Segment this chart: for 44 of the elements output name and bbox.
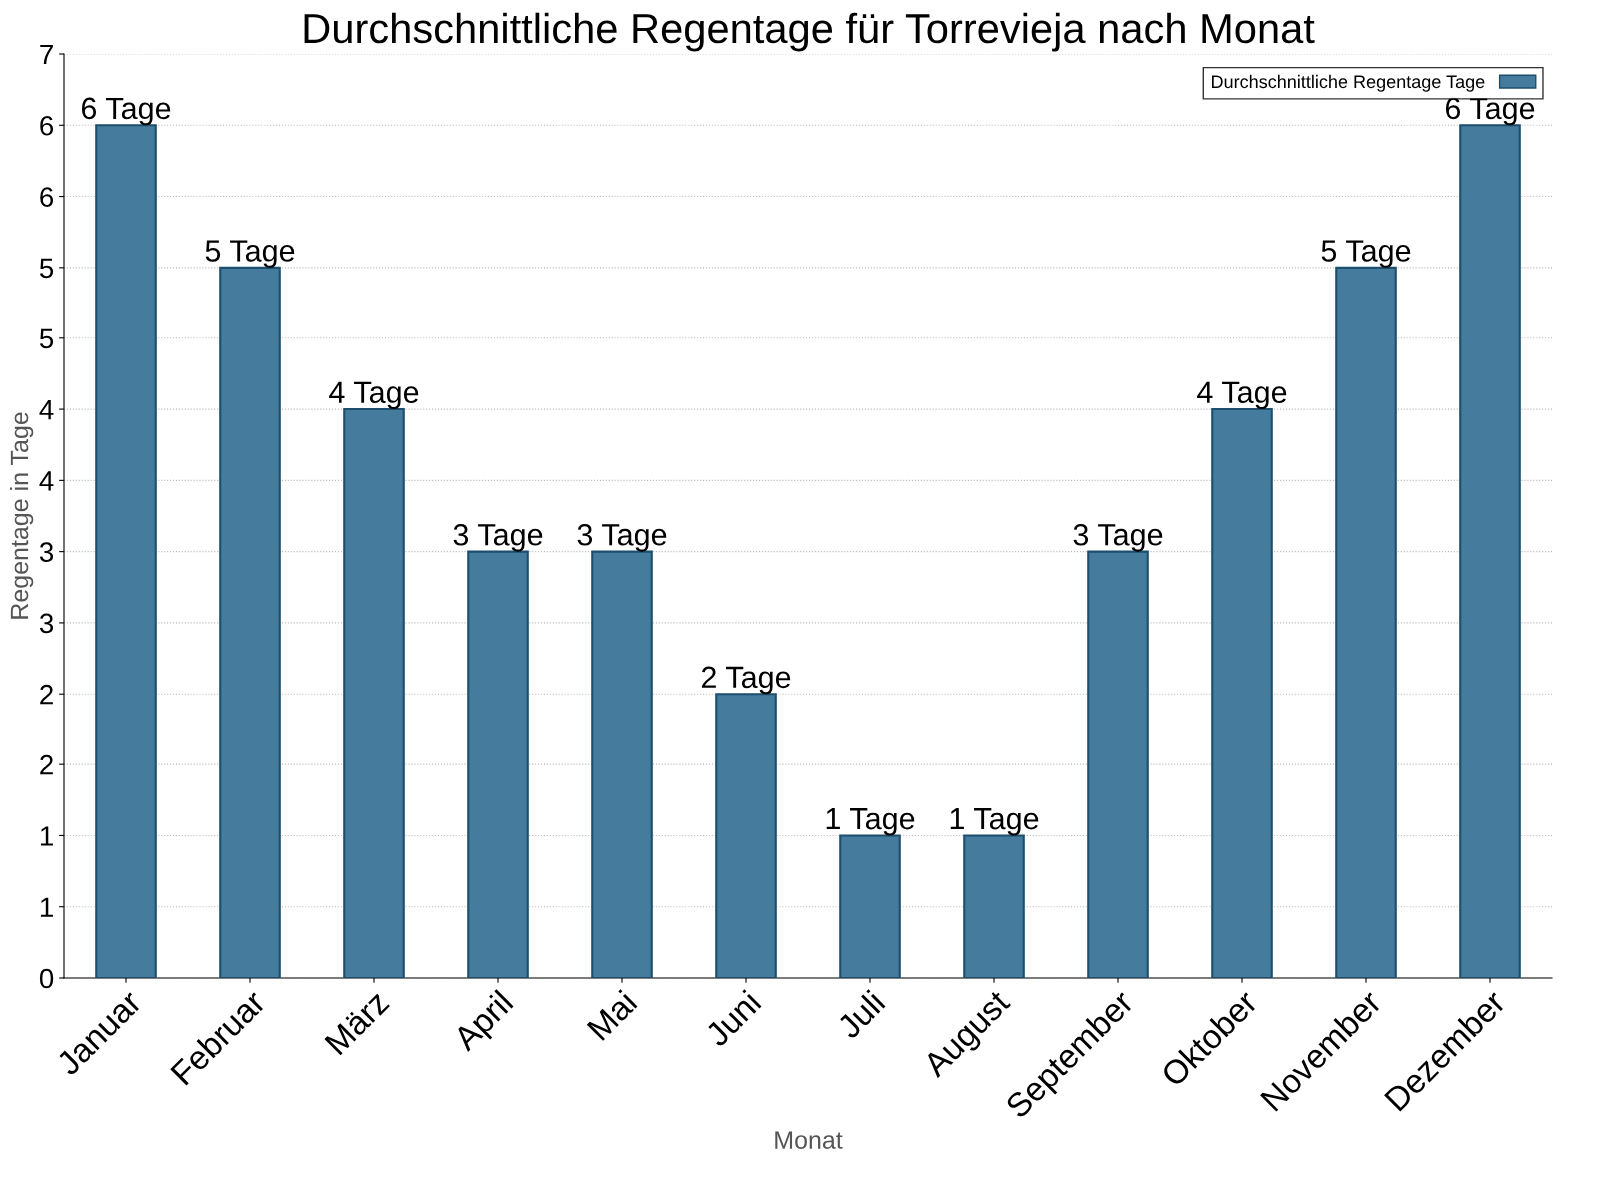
y-tick-label: 1 bbox=[40, 897, 53, 917]
chart-title: Durchschnittliche Regentage für Torrevieja nach Monat bbox=[304, 12, 1315, 52]
data-label: 4 Tage bbox=[1197, 381, 1287, 410]
data-label: 6 Tage bbox=[1445, 97, 1535, 126]
bar bbox=[1459, 124, 1521, 978]
bar bbox=[1211, 408, 1273, 978]
y-tick-label: 3 bbox=[39, 613, 54, 634]
data-label: 3 Tage bbox=[1073, 523, 1163, 552]
data-label: 1 Tage bbox=[950, 808, 1039, 836]
y-tick-label: 6 bbox=[40, 187, 54, 207]
data-label: 5 Tage bbox=[1321, 240, 1411, 268]
bar bbox=[95, 124, 157, 978]
data-label: 3 Tage bbox=[453, 523, 543, 552]
bar bbox=[1335, 266, 1397, 978]
bar bbox=[591, 550, 653, 978]
bar bbox=[219, 266, 281, 978]
data-label: 5 Tage bbox=[205, 240, 295, 268]
bar bbox=[963, 834, 1025, 978]
x-tick-label: Juli bbox=[835, 989, 886, 1041]
data-label: 4 Tage bbox=[329, 381, 419, 410]
y-tick-label: 6 bbox=[40, 115, 54, 136]
y-tick-label: 5 bbox=[39, 328, 54, 349]
y-tick-label: 7 bbox=[40, 44, 53, 65]
y-tick-label: 2 bbox=[40, 684, 53, 705]
legend-label: Durchschnittliche Regentage Tage bbox=[1212, 74, 1485, 92]
data-label: 2 Tage bbox=[701, 666, 791, 695]
bar bbox=[839, 834, 901, 978]
data-label: 6 Tage bbox=[81, 97, 171, 126]
y-tick-label: 0 bbox=[39, 968, 54, 989]
bar bbox=[467, 550, 529, 978]
data-label: 1 Tage bbox=[826, 808, 915, 836]
bar bbox=[1087, 550, 1149, 978]
x-tick-label: Mai bbox=[585, 989, 638, 1042]
y-tick-label: 1 bbox=[40, 826, 53, 846]
y-axis-title: Regentage in Tage bbox=[9, 412, 34, 619]
y-tick-label: 2 bbox=[40, 754, 53, 775]
bar bbox=[715, 693, 777, 978]
y-tick-label: 5 bbox=[39, 258, 54, 279]
y-tick-label: 4 bbox=[39, 471, 54, 491]
y-tick-label: 4 bbox=[39, 400, 54, 420]
data-label: 3 Tage bbox=[577, 523, 667, 552]
bar bbox=[343, 408, 405, 978]
x-axis-title: Monat bbox=[775, 1131, 843, 1149]
y-tick-label: 3 bbox=[39, 542, 54, 562]
